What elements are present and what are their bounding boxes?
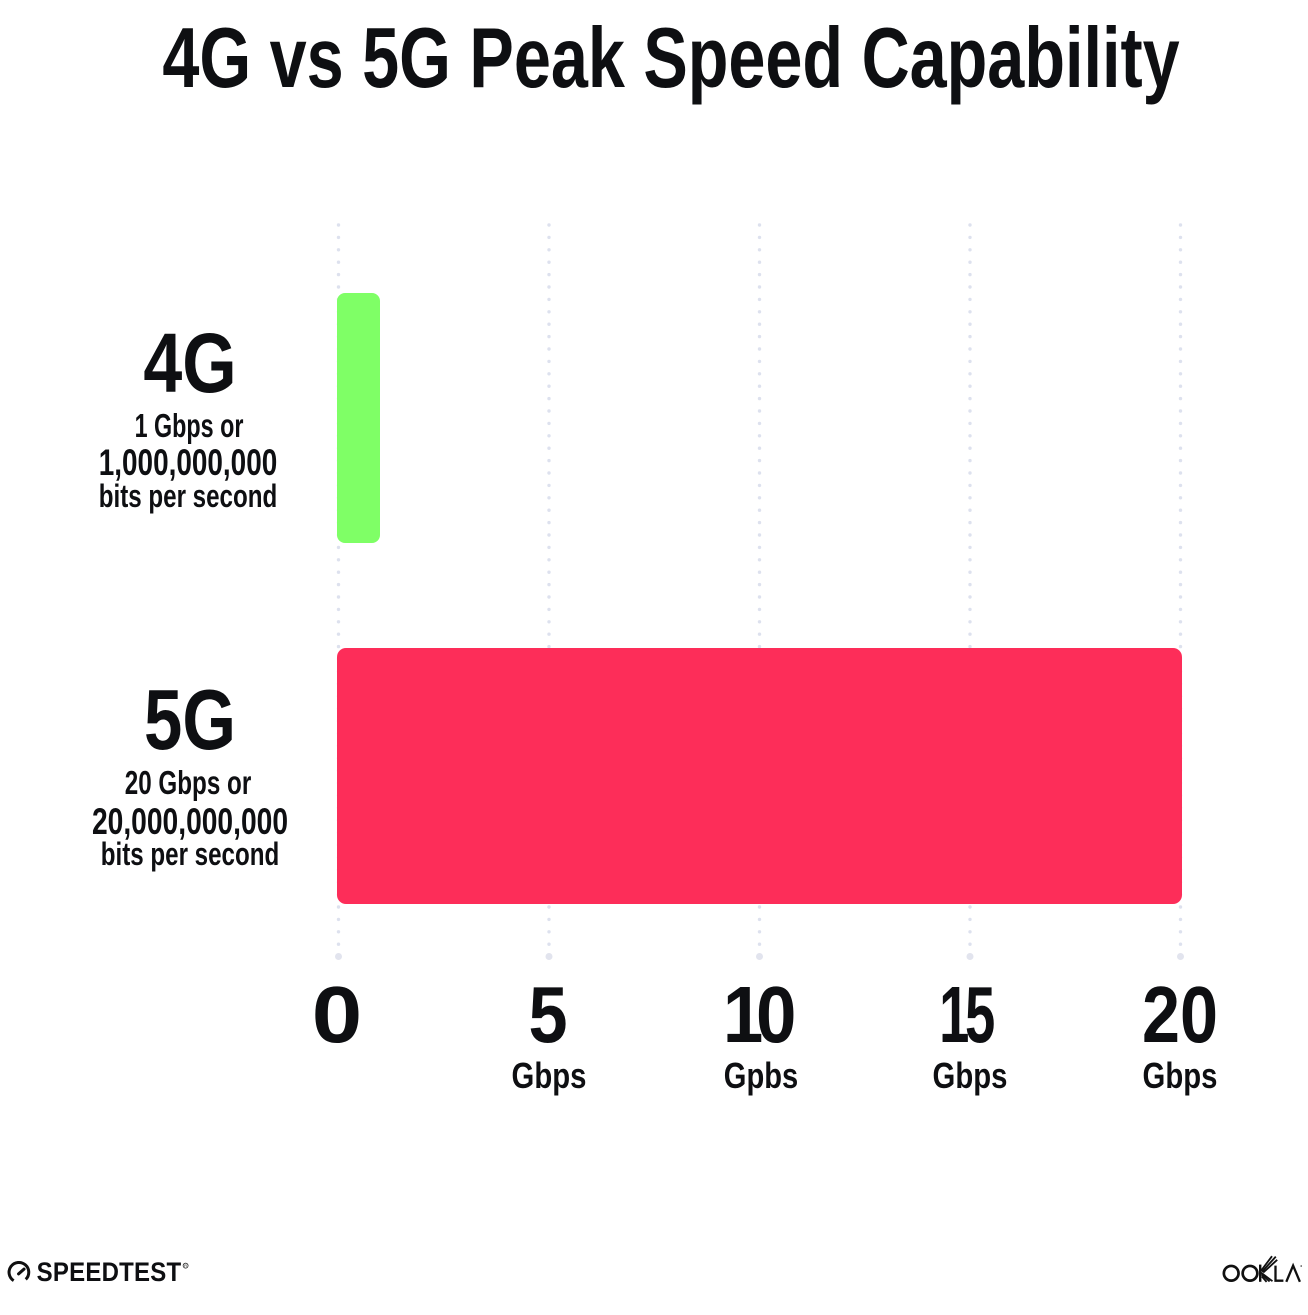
- svg-text:R: R: [184, 1263, 187, 1268]
